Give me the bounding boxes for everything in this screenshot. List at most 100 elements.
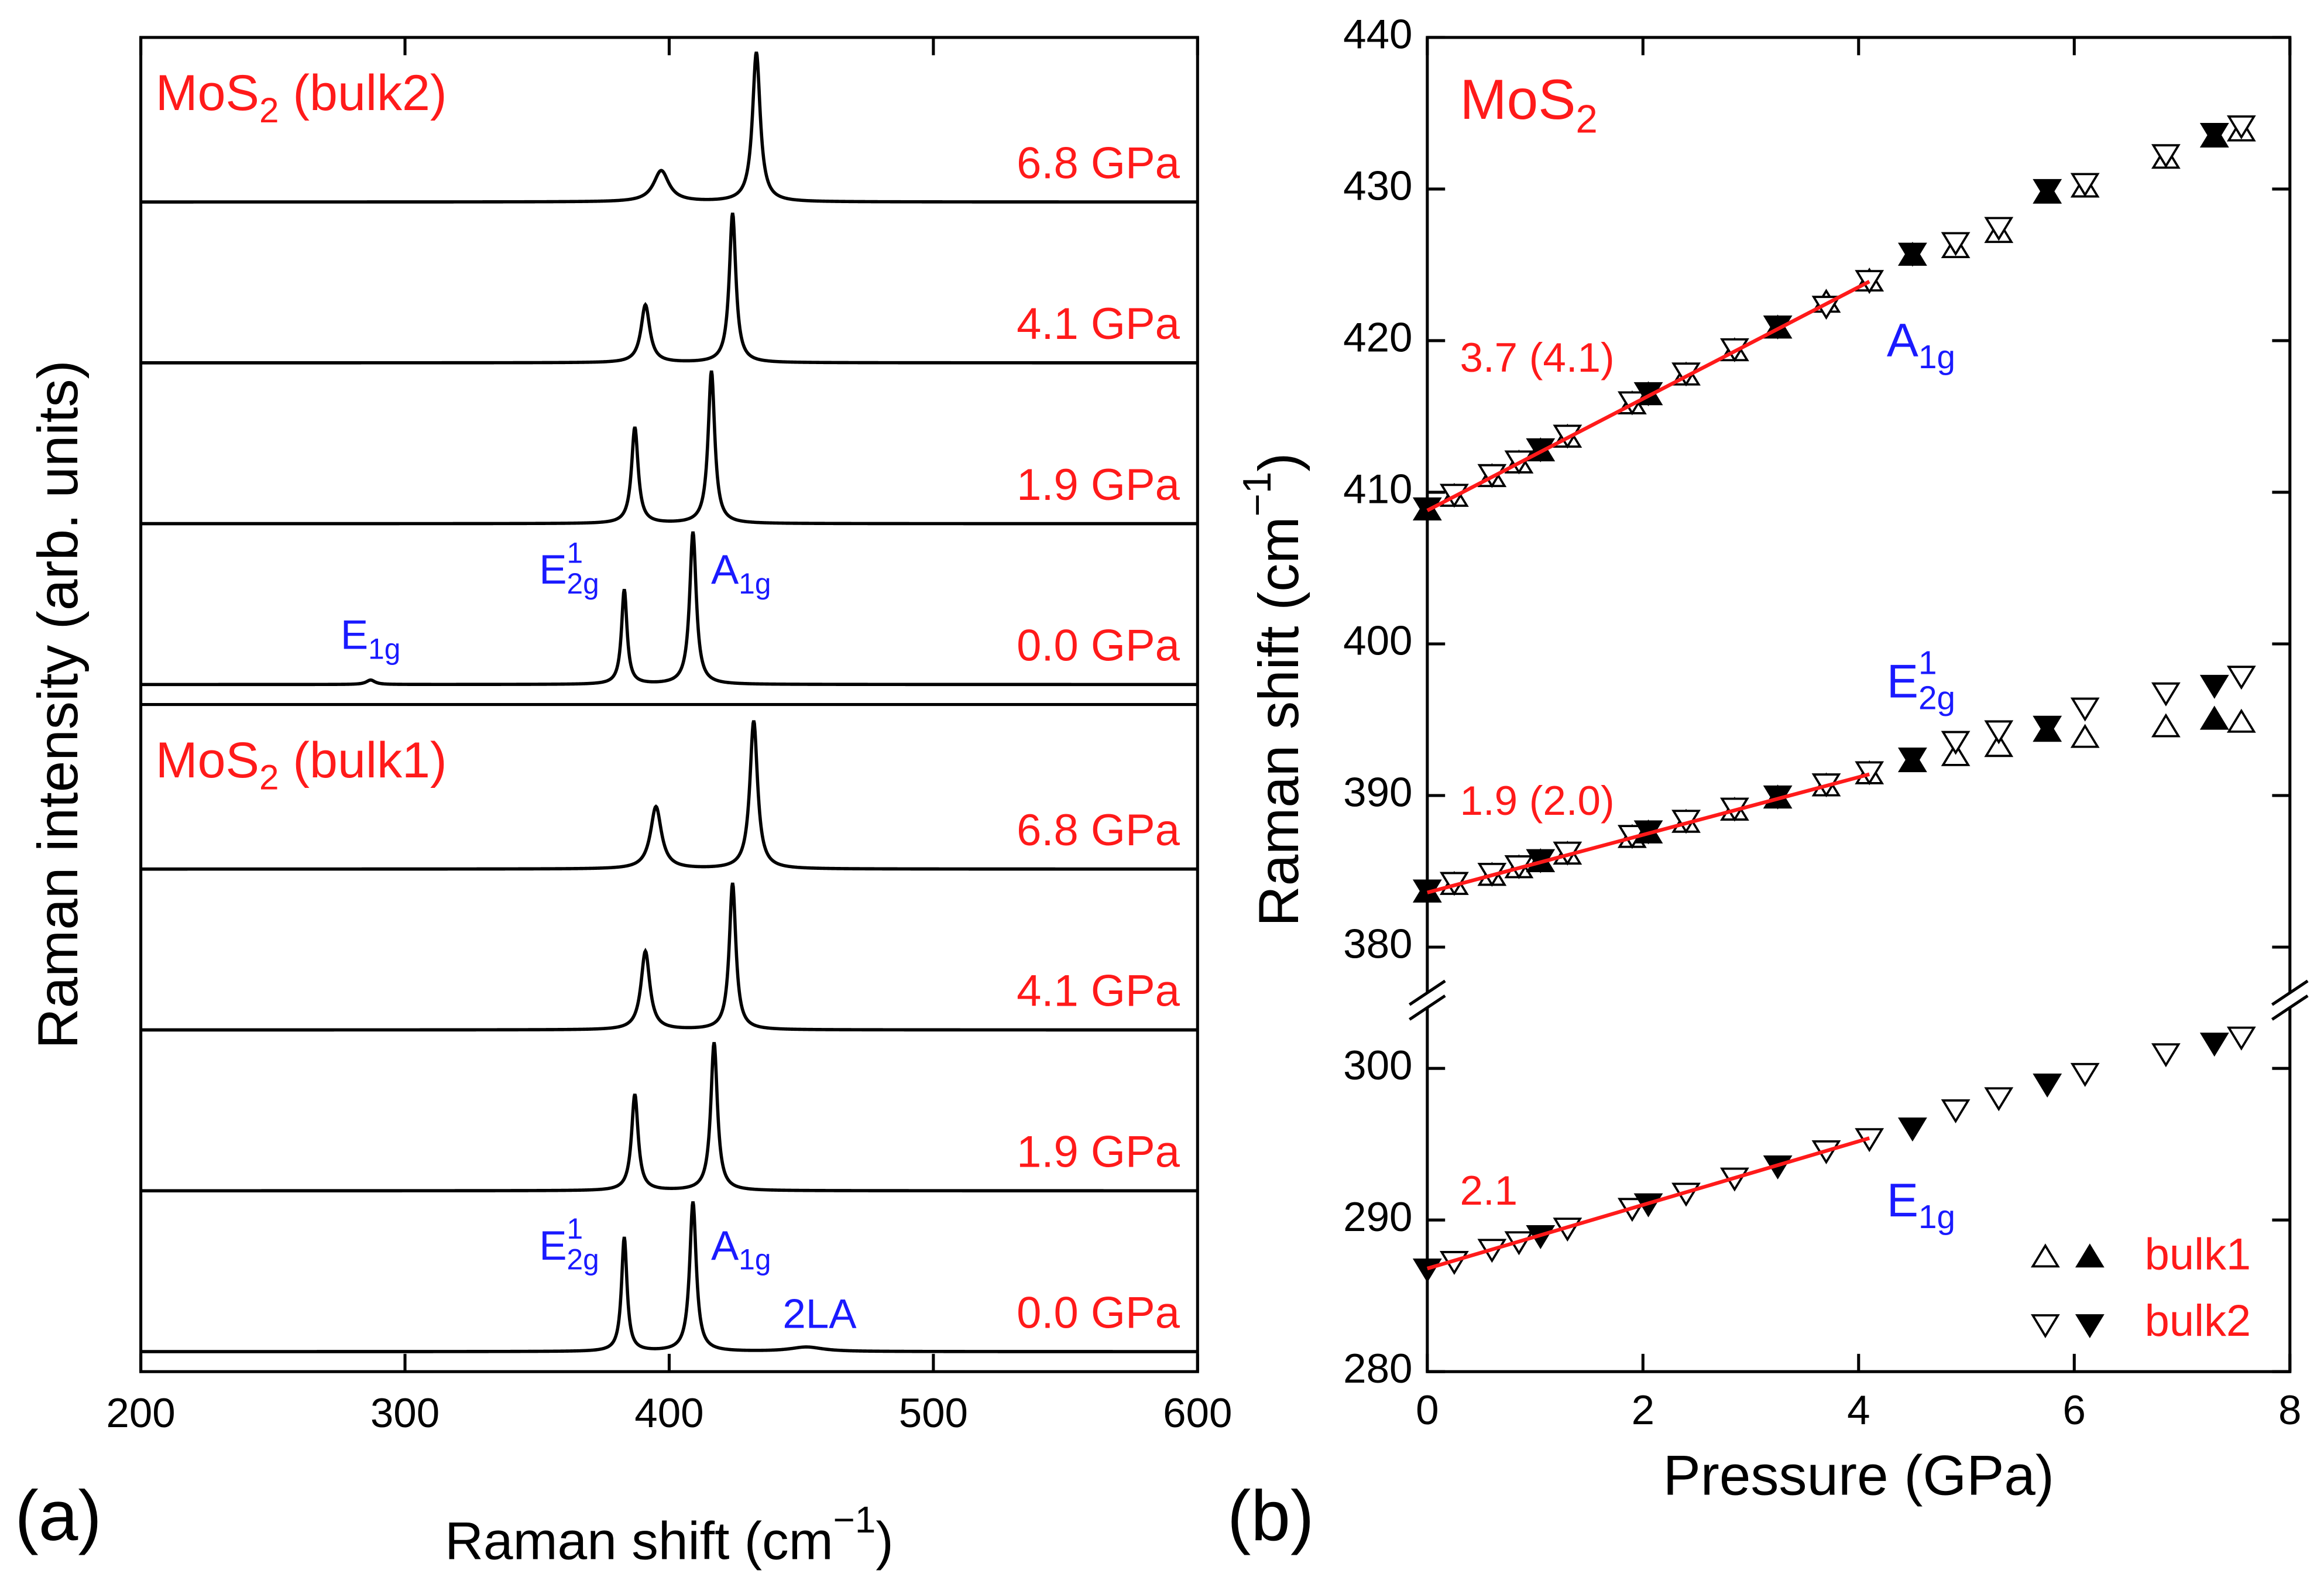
data-point [2033, 715, 2062, 740]
text-part: 2 [259, 757, 279, 797]
data-point [2151, 713, 2181, 738]
text-part: 1 [567, 1212, 583, 1245]
y-tick-label: 390 [1343, 770, 1412, 816]
data-point [2033, 179, 2062, 203]
y-tick-label: 420 [1343, 315, 1412, 361]
peak-annotation: A1g [711, 547, 771, 600]
y-axis-label: Raman shift (cm−1) [1235, 453, 1311, 927]
plot-frame [1426, 36, 2292, 1373]
axis-break [1409, 979, 1446, 1006]
text-part: 1g [1918, 339, 1955, 376]
text-part: (bulk1) [279, 732, 447, 788]
fit-line [1427, 772, 1870, 894]
text-part: (bulk2) [279, 65, 447, 121]
x-axis-label: Raman shift (cm−1) [445, 1499, 894, 1571]
data-point [2033, 1074, 2062, 1098]
pressure-label: 4.1 GPa [1017, 966, 1180, 1016]
data-point [2199, 1033, 2229, 1057]
x-axis-label: Pressure (GPa) [1663, 1445, 2054, 1507]
text-part: 1 [1918, 645, 1937, 682]
data-point [1941, 232, 1971, 256]
legend-label: bulk2 [2145, 1296, 2251, 1346]
text-part: 2 [259, 90, 279, 130]
data-point [2070, 1062, 2100, 1087]
text-part: 1g [739, 1243, 771, 1276]
peak-annotation: E1g [341, 612, 401, 665]
pressure-label: 0.0 GPa [1017, 1288, 1180, 1338]
data-point [2151, 682, 2181, 707]
pressure-label: 0.0 GPa [1017, 621, 1180, 671]
chart-title: MoS2 [1460, 68, 1598, 141]
fit-label: 1.9 (2.0) [1460, 778, 1615, 824]
group-title: MoS2 (bulk1) [156, 732, 447, 797]
data-point [2199, 674, 2229, 699]
peak-annotation: A1g [711, 1223, 771, 1276]
fit-label: 3.7 (4.1) [1460, 335, 1615, 381]
pressure-label: 6.8 GPa [1017, 138, 1180, 188]
text-part: ) [1248, 453, 1311, 472]
peak-annotation: 2LA [782, 1291, 857, 1337]
text-part: ) [876, 1511, 893, 1571]
pressure-label: 4.1 GPa [1017, 299, 1180, 349]
spectrum [140, 212, 1198, 365]
x-tick-label: 600 [1163, 1390, 1232, 1436]
x-tick-label: 0 [1416, 1387, 1439, 1434]
text-part: 1g [368, 632, 400, 665]
text-part: MoS [1460, 68, 1576, 131]
data-point [2199, 705, 2229, 730]
y-tick-label: 300 [1343, 1043, 1412, 1089]
pressure-label: 1.9 GPa [1017, 1127, 1180, 1177]
text-part: A [711, 1223, 739, 1269]
x-tick-label: 2 [1632, 1387, 1654, 1434]
fit-line [1426, 280, 1870, 512]
data-point [2151, 144, 2181, 169]
data-point [2070, 697, 2100, 722]
mode-label: A1g [1887, 315, 1955, 376]
x-tick-label: 300 [370, 1390, 440, 1436]
x-tick-label: 500 [899, 1390, 968, 1436]
text-part: A [711, 547, 739, 593]
text-part: 2g [567, 567, 599, 600]
data-point [1898, 748, 1927, 772]
data-point [1855, 270, 1884, 294]
y-tick-label: 280 [1343, 1346, 1412, 1392]
group-title: MoS2 (bulk2) [156, 65, 447, 130]
text-part: E [539, 1223, 567, 1269]
legend-marker [2075, 1314, 2105, 1339]
legend-label: bulk1 [2145, 1229, 2251, 1279]
legend-marker [2030, 1314, 2060, 1339]
spectrum [140, 370, 1198, 526]
axis-break [2271, 994, 2309, 1021]
text-part: Raman shift (cm [1248, 516, 1311, 926]
text-part: 1g [1918, 1199, 1955, 1236]
data-point [2199, 123, 2229, 148]
y-tick-label: 290 [1343, 1194, 1412, 1240]
data-point [2226, 115, 2256, 140]
x-tick-label: 4 [1847, 1387, 1870, 1434]
text-part: MoS [156, 65, 259, 121]
data-point [1898, 1117, 1927, 1142]
text-part: E [1887, 1174, 1918, 1227]
y-tick-label: 400 [1343, 618, 1412, 664]
data-point [2226, 666, 2256, 690]
data-point [2070, 173, 2100, 197]
peak-annotation: E1 2g [539, 537, 599, 600]
peak-annotation: E1 2g [539, 1212, 599, 1276]
panel-label: (b) [1227, 1476, 1314, 1555]
pressure-label: 1.9 GPa [1017, 460, 1180, 510]
fit-label: 2.1 [1460, 1168, 1518, 1214]
text-part: A [1887, 315, 1918, 368]
y-axis-label: Raman intensity (arb. units) [27, 360, 90, 1048]
y-tick-label: 410 [1343, 467, 1412, 513]
text-part: 2g [1918, 680, 1955, 717]
text-part: E [1887, 656, 1918, 708]
pressure-label: 6.8 GPa [1017, 805, 1180, 855]
text-part: E [539, 547, 567, 593]
text-part: MoS [156, 732, 259, 788]
axis-break [2271, 979, 2309, 1006]
mode-label: E1 2g [1887, 645, 1955, 717]
spectrum [140, 52, 1198, 204]
data-point [1941, 731, 1971, 755]
x-tick-label: 400 [634, 1390, 703, 1436]
